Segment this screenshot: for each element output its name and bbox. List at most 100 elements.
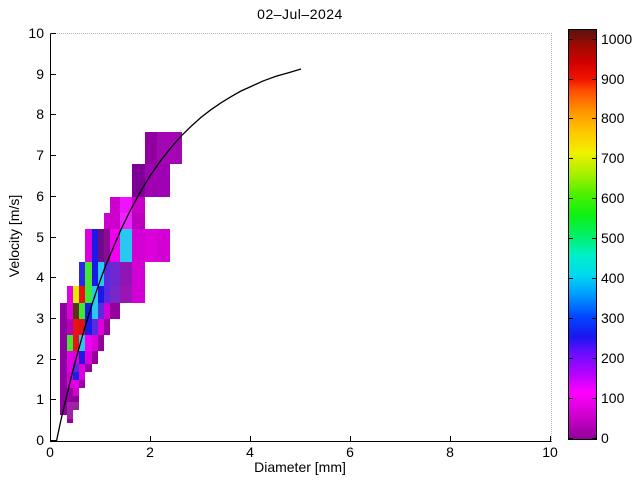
colorbar-tick-mark [569, 278, 573, 280]
heatmap-cell [60, 371, 67, 380]
colorbar-tick-mark [592, 78, 596, 80]
heatmap-cell [119, 261, 133, 287]
heatmap-cell [144, 164, 158, 197]
heatmap-cell [157, 229, 170, 262]
colorbar-tick-mark [569, 358, 573, 360]
colorbar-tick-label: 700 [601, 150, 625, 167]
colorbar-tick-label: 1000 [601, 30, 633, 47]
colorbar-tick-mark [592, 318, 596, 320]
heatmap-cell [169, 131, 183, 165]
colorbar-tick-label: 600 [601, 190, 625, 207]
heatmap-cell [97, 229, 105, 262]
y-tick-mark [51, 358, 56, 360]
heatmap-cell [72, 318, 80, 336]
x-tick-label: 4 [246, 444, 254, 460]
y-tick-mark [51, 33, 56, 34]
heatmap-cell [144, 131, 158, 165]
colorbar-tick-label: 500 [601, 230, 625, 247]
heatmap-cell [60, 388, 67, 397]
x-tick-mark [250, 436, 251, 441]
heatmap-cell [66, 418, 73, 423]
heatmap-cell [91, 318, 98, 336]
colorbar-tick-mark [592, 38, 596, 40]
colorbar-tick-mark [569, 318, 573, 320]
y-tick-mark [51, 440, 56, 441]
heatmap-cell [72, 286, 80, 303]
plot-area [50, 33, 552, 442]
heatmap-cell [66, 402, 73, 407]
y-tick-label: 2 [36, 350, 44, 367]
heatmap-cell [66, 410, 73, 415]
heatmap-cell [85, 318, 92, 336]
colorbar-tick-label: 400 [601, 270, 625, 287]
heatmap-cell [79, 351, 86, 364]
heatmap-cell [104, 286, 111, 303]
colorbar-tick-label: 100 [601, 390, 625, 407]
terminal-velocity-curve [55, 68, 302, 441]
heatmap-cell [85, 229, 92, 262]
heatmap-cell [66, 406, 73, 411]
x-tick-label: 8 [446, 444, 454, 460]
heatmap-cell [85, 335, 92, 352]
y-tick-mark [51, 399, 56, 401]
x-tick-label: 6 [346, 444, 354, 460]
x-axis-label: Diameter [mm] [254, 459, 346, 475]
colorbar-tick-mark [592, 398, 596, 400]
heatmap-cell [72, 396, 80, 403]
y-tick-mark [51, 277, 56, 279]
heatmap-cell [66, 335, 73, 352]
y-tick-label: 9 [36, 65, 44, 82]
y-tick-label: 10 [28, 25, 44, 41]
heatmap-cell [60, 335, 67, 352]
heatmap-cell [119, 196, 133, 214]
heatmap-cell [132, 261, 145, 287]
heatmap-cell [85, 261, 92, 287]
heatmap-cell [132, 213, 145, 230]
x-tick-mark [50, 436, 51, 441]
colorbar-tick-mark [569, 238, 573, 240]
colorbar-tick-mark [569, 78, 573, 80]
heatmap-cell [104, 229, 111, 262]
heatmap-cell [60, 302, 67, 319]
heatmap-cell [104, 213, 111, 230]
heatmap-cell [72, 363, 80, 372]
y-tick-mark [51, 114, 56, 116]
heatmap-cell [66, 396, 73, 403]
colorbar-tick-mark [569, 398, 573, 400]
colorbar-tick-mark [569, 118, 573, 120]
heatmap-cell [132, 286, 145, 303]
heatmap-cell [132, 229, 145, 262]
heatmap-cell [72, 335, 80, 352]
colorbar-tick-mark [569, 438, 573, 439]
heatmap-cell [104, 318, 111, 336]
heatmap-cell [110, 286, 120, 303]
heatmap-cell [110, 213, 120, 230]
colorbar-tick-label: 300 [601, 310, 625, 327]
x-tick-label: 0 [46, 444, 54, 460]
heatmap-cell [91, 229, 98, 262]
heatmap-cell [104, 302, 111, 319]
y-tick-label: 3 [36, 309, 44, 326]
y-tick-mark [51, 195, 56, 197]
heatmap-cell [97, 318, 105, 336]
heatmap-cell [119, 286, 133, 303]
heatmap-cell [79, 261, 86, 287]
heatmap-cell [66, 388, 73, 397]
heatmap-cell [72, 402, 80, 407]
colorbar-tick-label: 800 [601, 110, 625, 127]
heatmap-cell [110, 302, 120, 319]
heatmap-cell [66, 363, 73, 372]
heatmap-cell [66, 414, 73, 419]
heatmap-cell [66, 286, 73, 303]
heatmap-cell [91, 261, 98, 287]
y-tick-mark [51, 236, 56, 238]
heatmap-cell [157, 164, 170, 197]
colorbar-tick-mark [592, 358, 596, 360]
x-tick-mark [450, 436, 451, 441]
heatmap-cell [104, 261, 111, 287]
heatmap-cell [97, 335, 105, 352]
heatmap-cell [60, 402, 67, 407]
heatmap-cell [97, 302, 105, 319]
heatmap-cell [60, 396, 67, 403]
y-tick-label: 6 [36, 187, 44, 204]
